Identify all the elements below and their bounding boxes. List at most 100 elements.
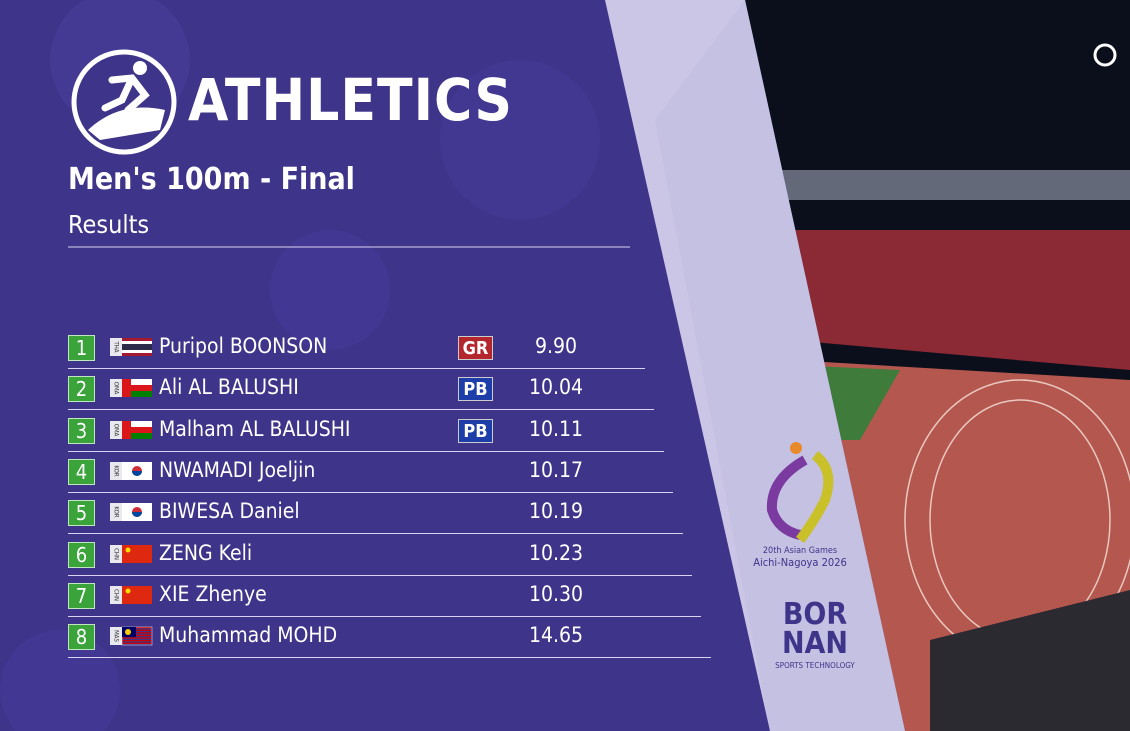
corner-logo [1093,43,1117,67]
flag-star [125,588,131,594]
games-logo-sun [790,442,802,454]
flag-stripe [122,338,152,341]
flag-stripe [122,432,152,439]
flag-stripe [122,426,152,433]
athlete-name: ZENG Keli [159,540,253,565]
athlete-name: XIE Zhenye [159,581,267,606]
title: ATHLETICS [188,66,513,134]
flag-band [122,379,131,398]
country-code: CHN [113,548,120,560]
row-rule [68,533,683,535]
athletics-logo-track [88,107,165,140]
row-rule [68,491,674,493]
event-title: Men's 100m - Final [68,162,355,197]
stadium-roof [780,170,1130,200]
result-time: 9.90 [534,334,578,358]
country-code: MAS [113,630,120,642]
country-code: KOR [113,507,120,518]
flag-emblem [132,512,142,518]
rank: 7 [68,582,95,609]
flag: MAS [110,626,153,646]
flag: CHN [110,544,152,563]
games-logo [795,451,834,543]
flag-stripe [122,642,152,644]
flag-field [122,544,152,563]
flag-stripe [122,627,152,629]
country-code: OMA [113,423,120,436]
flag: KOR [110,461,152,480]
rank: 3 [68,417,95,444]
row-rule [68,409,655,411]
flag-code-strip [110,627,122,646]
stripe-shade [655,0,905,731]
flag-code-strip [110,585,122,604]
flag-code-strip [110,544,122,563]
rank: 1 [68,335,95,361]
flag-code-strip [110,503,122,522]
athletics-logo-runner [101,74,150,114]
result-time: 10.04 [528,375,584,400]
row-rule [68,657,711,659]
result-row: 3 OMA Malham AL BALUSHI PB 10.11 [68,416,664,458]
flag-emblem [132,470,142,476]
result-row: 2 OMA Ali AL BALUSHI PB 10.04 [68,375,655,416]
result-row: 1 THA Puripol BOONSON GR 9.90 [68,334,645,375]
flag-stripe [122,632,152,634]
flag-code-strip [110,420,122,439]
flag-stripe [122,350,152,353]
result-time: 10.11 [528,416,584,441]
result-time: 10.19 [528,499,584,524]
pattern [270,230,390,350]
record-badge: GR [458,336,493,360]
result-time: 10.30 [528,581,584,606]
flag: CHN [110,585,152,604]
flag: THA [110,338,152,356]
flag-band [122,420,131,439]
rank: 8 [68,624,95,651]
flag-star [125,547,131,552]
bornan-logo: NAN [781,626,849,661]
row-rule [68,368,645,369]
bornan-tagline: SPORTS TECHNOLOGY [775,661,855,670]
flag-code-strip [110,379,122,398]
pattern [0,630,120,731]
flag-stripe [122,353,152,356]
flag-stripe [122,391,152,398]
row-rule [68,574,692,576]
pattern [440,60,600,220]
result-row: 6 CHN ZENG Keli 10.23 [68,540,692,582]
flag-stripe [122,385,152,392]
flag-stripe [122,634,152,637]
flag-stripe [122,341,152,344]
record-badge: PB [458,377,493,402]
result-row: 7 CHN XIE Zhenye 10.30 [68,581,702,623]
crowd [930,590,1130,731]
flag-stripe [122,344,152,350]
row-rule [68,450,664,452]
flag-code-strip [110,461,122,480]
subtitle: Results [68,210,150,239]
games-text: Aichi-Nagoya 2026 [753,556,847,569]
record-badge: PB [458,418,493,443]
athlete-name: Puripol BOONSON [159,334,328,358]
games-logo [766,455,808,540]
result-row: 5 KOR BIWESA Daniel 10.19 [68,499,683,540]
athletics-logo-head [133,61,147,75]
rank: 5 [68,500,95,527]
flag: OMA [110,379,152,398]
athlete-name: BIWESA Daniel [159,499,300,524]
athlete-name: NWAMADI Joeljin [159,457,316,482]
bornan-logo: BOR [782,597,848,632]
stands [790,230,1130,370]
athlete-name: Malham AL BALUSHI [159,416,351,441]
result-row: 4 KOR NWAMADI Joeljin 10.17 [68,457,674,499]
result-time: 10.23 [528,540,584,565]
flag: KOR [110,503,152,522]
games-text: 20th Asian Games [762,546,838,556]
result-time: 14.65 [528,623,584,648]
flag-code-strip [110,338,122,356]
country-code: THA [113,340,120,352]
flag-stripe [122,637,152,639]
